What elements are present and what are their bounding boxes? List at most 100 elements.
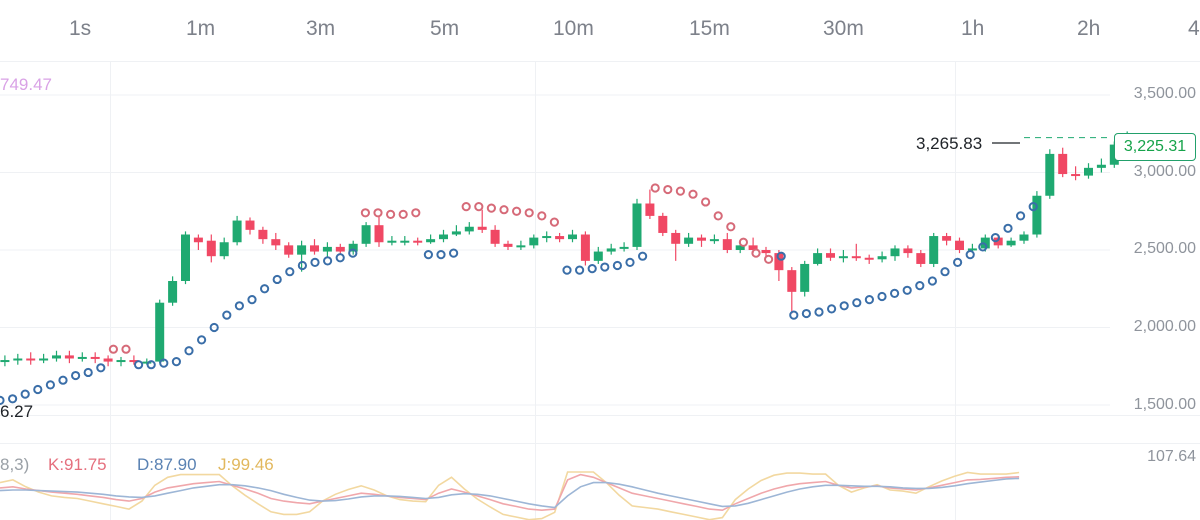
sar-dot-bullish	[915, 281, 925, 291]
y-tick-label: 2,500.00	[1133, 240, 1196, 257]
candle-up	[439, 234, 448, 240]
tab-15m[interactable]: 15m	[689, 17, 730, 40]
sar-dot-bullish	[323, 256, 333, 266]
kdj-k-value: K:91.75	[48, 455, 107, 474]
candle-up	[709, 239, 719, 242]
sar-dot-bullish	[562, 265, 572, 275]
sar-dot-bullish	[134, 360, 144, 370]
candle-up	[464, 226, 474, 232]
candle-down	[645, 203, 655, 216]
sar-dot-bearish	[713, 211, 723, 221]
tab-1h[interactable]: 1h	[961, 17, 985, 40]
candle-up	[568, 234, 577, 240]
sar-dot-bullish	[978, 242, 988, 252]
candle-down	[193, 237, 203, 243]
kdj-d-value: D:87.90	[137, 455, 197, 474]
candle-up	[361, 225, 371, 244]
tab-4[interactable]: 4	[1188, 17, 1200, 40]
candle-up	[813, 253, 823, 264]
candle-up	[387, 240, 397, 243]
sar-dot-bullish	[234, 301, 244, 311]
candle-up	[52, 355, 61, 359]
sar-dot-bullish	[776, 251, 786, 261]
grid-line	[0, 415, 1200, 416]
y-tick-label: 3,500.00	[1133, 85, 1196, 102]
sar-dot-bearish	[688, 189, 698, 199]
candle-down	[64, 355, 74, 359]
sar-dot-bearish	[764, 254, 774, 264]
candle-up	[1045, 153, 1055, 196]
sar-dot-bullish	[587, 264, 597, 274]
candle-up	[542, 236, 552, 239]
sar-dot-bullish	[927, 276, 938, 286]
candle-up	[1084, 167, 1093, 176]
sar-dot-bullish	[789, 310, 799, 320]
candle-down	[90, 356, 100, 359]
candle-down	[580, 234, 590, 261]
candle-down	[490, 229, 500, 244]
candle-down	[206, 240, 216, 257]
tab-1m[interactable]: 1m	[186, 17, 216, 40]
tab-5m[interactable]: 5m	[430, 17, 460, 40]
sar-dot-bullish	[612, 260, 623, 271]
candle-up	[116, 360, 126, 363]
candle-down	[129, 360, 139, 363]
grid-line	[535, 62, 536, 520]
candle-down	[903, 248, 913, 254]
tab-30m[interactable]: 30m	[823, 17, 864, 40]
sar-dot-bullish	[58, 375, 68, 385]
sar-dot-bearish	[663, 184, 673, 195]
sar-dot-bullish	[625, 257, 635, 267]
kdj-k-line	[0, 473, 1020, 512]
tab-3m[interactable]: 3m	[306, 17, 336, 40]
sar-dot-bullish	[940, 267, 950, 277]
candle-down	[851, 256, 861, 259]
candle-up	[606, 248, 616, 252]
candle-down	[993, 237, 1003, 246]
sar-dot-bullish	[965, 250, 975, 260]
sar-dot-bearish	[650, 183, 660, 193]
sar-dot-bearish	[499, 205, 509, 215]
candle-down	[761, 250, 771, 254]
candle-up	[632, 203, 642, 247]
sar-dot-bullish	[184, 346, 194, 356]
sar-dot-bullish	[449, 248, 459, 258]
sar-dot-bullish	[839, 301, 849, 311]
candle-up	[155, 302, 165, 362]
candle-up	[980, 237, 990, 249]
tab-10m[interactable]: 10m	[553, 17, 594, 40]
sar-dot-bullish	[33, 384, 43, 395]
tab-1s[interactable]: 1s	[69, 17, 92, 40]
kdj-params: 8,3)	[0, 455, 30, 474]
candle-down	[258, 229, 268, 240]
candle-up	[800, 263, 810, 292]
sar-dot-bearish	[537, 211, 547, 221]
candle-up	[77, 356, 87, 359]
tab-2h[interactable]: 2h	[1077, 17, 1101, 40]
sar-dot-bearish	[726, 222, 736, 232]
candle-up	[348, 243, 358, 252]
sar-dot-bullish	[852, 298, 862, 308]
sar-dot-bullish	[272, 274, 282, 285]
candle-down	[722, 239, 732, 250]
candle-up	[232, 220, 242, 243]
candle-up	[1019, 234, 1029, 241]
candle-down	[284, 245, 294, 255]
sar-dot-bullish	[1016, 211, 1026, 221]
candle-up	[219, 242, 229, 257]
sar-dot-bullish	[96, 363, 106, 373]
sar-dot-bullish	[827, 304, 837, 314]
sar-dot-bullish	[575, 265, 585, 275]
candle-down	[245, 220, 255, 230]
sar-dot-bullish	[171, 357, 181, 367]
candle-up	[451, 231, 461, 235]
sar-dot-bullish	[209, 322, 219, 333]
sar-dot-bearish	[360, 208, 370, 218]
sar-dot-bullish	[83, 367, 93, 378]
candle-up	[967, 248, 977, 251]
indicator-scale-label: 107.64	[1147, 448, 1196, 465]
sar-dot-bullish	[310, 257, 320, 267]
last-price-badge: 3,225.31	[1114, 133, 1196, 161]
sar-dot-bearish	[751, 248, 761, 258]
